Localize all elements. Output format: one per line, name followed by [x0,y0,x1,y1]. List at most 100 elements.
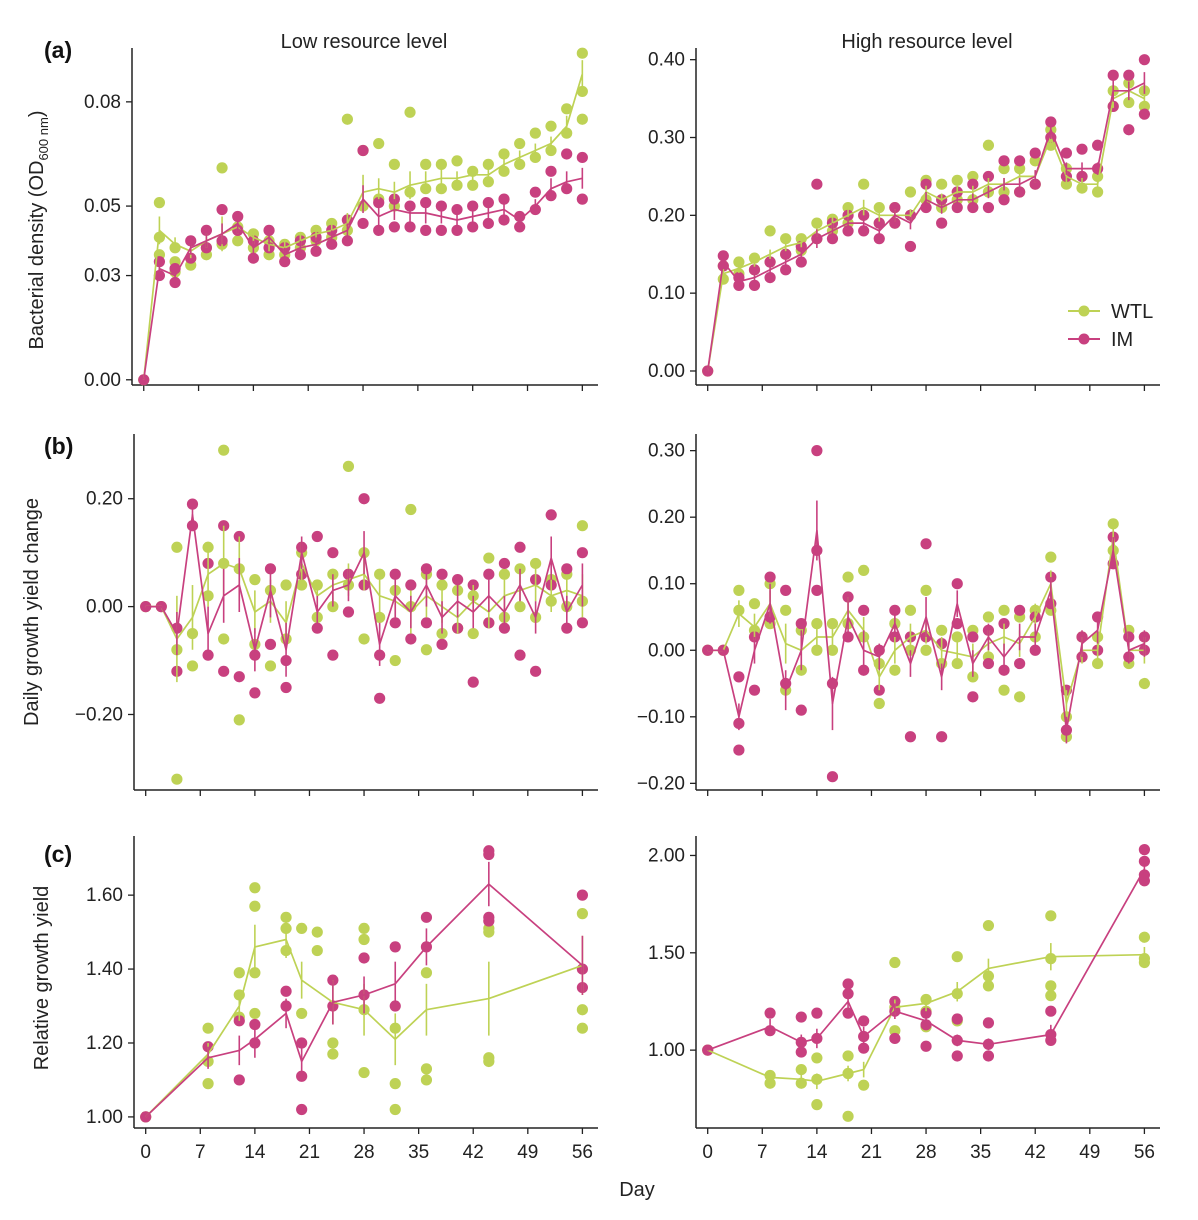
point-wtl [451,155,463,167]
point-wtl [748,598,761,610]
point-wtl [998,186,1010,198]
point-im [389,1000,401,1012]
y-tick-label: 1.20 [86,1033,123,1054]
point-im [482,197,494,209]
point-wtl [280,579,292,591]
point-im [561,563,573,575]
point-im [140,601,152,613]
point-im [389,617,401,629]
point-im [951,1013,963,1025]
point-wtl [171,541,183,553]
point-wtl [904,604,917,616]
point-wtl [811,644,823,656]
point-wtl [967,170,979,183]
point-im [420,911,433,923]
point-wtl [811,1052,823,1064]
point-im [1029,644,1041,656]
point-im [358,493,370,505]
point-im [982,1050,995,1062]
point-wtl [780,604,792,616]
point-im [311,530,323,543]
y-tick-label: 0.00 [648,361,685,382]
x-tick-label: 7 [195,1142,206,1163]
point-wtl [982,980,995,992]
point-im [514,649,526,661]
point-im [530,665,542,677]
point-wtl [1138,677,1151,690]
y-axis-title-density-main: Bacterial density (OD [26,161,48,350]
point-im [1014,604,1026,616]
point-im [216,203,228,216]
y-tick-label: 0.20 [648,507,685,528]
point-wtl [1014,691,1026,703]
legend-label-im: IM [1111,329,1133,351]
point-im [1123,69,1135,81]
point-im [811,584,823,596]
point-im [889,201,901,214]
y-tick-label: 1.60 [86,885,123,906]
panel-c-high: 1.00 1.50 2.00 0 7 14 21 28 35 42 49 56 [648,836,1160,1163]
series-line-im [707,868,1146,1051]
point-im [967,178,979,190]
panel-b-low: −0.20 0.00 0.20 [75,434,598,796]
point-im [296,1103,308,1116]
point-im [264,638,277,650]
point-wtl [858,564,870,577]
point-wtl [483,926,495,938]
point-wtl [327,1037,339,1049]
point-wtl [186,660,199,672]
point-wtl [530,557,542,570]
x-tick-label: 42 [1025,1142,1046,1163]
x-tick-label: 7 [757,1142,768,1163]
point-im [873,217,885,229]
point-im [498,557,511,570]
point-im [920,178,932,190]
point-im [998,664,1010,676]
point-im [404,221,416,233]
point-im [1029,147,1041,159]
point-wtl [342,460,355,472]
point-im [936,731,948,743]
point-im [795,256,807,268]
point-wtl [358,633,370,645]
y-tick-label: 0.20 [648,205,685,226]
point-wtl [498,568,511,580]
point-im [576,547,589,559]
point-im [842,1007,854,1019]
point-wtl [733,584,745,596]
point-wtl [889,664,901,676]
point-wtl [483,1055,495,1068]
column-title-low: Low resource level [281,31,448,53]
point-im [1138,875,1151,887]
point-wtl [404,106,416,118]
point-im [920,538,932,550]
point-im [889,217,901,229]
point-wtl [296,922,308,935]
x-axis-title: Day [619,1179,655,1201]
point-im [717,250,729,262]
point-wtl [202,1078,214,1090]
point-wtl [482,158,494,170]
x-tick-label: 49 [1079,1142,1100,1163]
point-im [467,200,479,212]
point-im [435,200,447,212]
point-wtl [1092,170,1104,183]
x-tick-label: 28 [353,1142,374,1163]
point-im [1076,170,1088,183]
series-line-im [142,177,583,380]
point-im [780,264,792,276]
y-axis-title-density: Bacterial density (OD600 nm) [26,110,51,349]
y-axis-title-relative-yield: Relative growth yield [31,886,53,1071]
point-im [452,574,464,586]
point-wtl [1014,163,1026,175]
point-im [967,691,979,703]
point-wtl [951,951,963,963]
point-im [498,622,511,634]
point-wtl [436,627,448,640]
point-wtl [232,235,244,247]
point-im [748,684,761,696]
point-wtl [1045,990,1057,1002]
point-im [482,217,494,230]
point-wtl [514,137,526,150]
point-im [545,509,557,521]
